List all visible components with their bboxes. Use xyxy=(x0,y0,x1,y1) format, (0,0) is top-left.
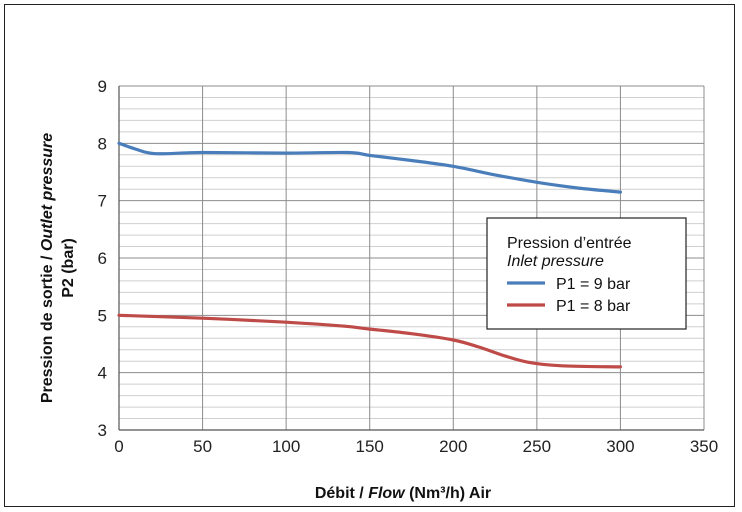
legend-label-2: P1 = 8 bar xyxy=(556,298,631,315)
legend-entries: P1 = 9 bar P1 = 8 bar xyxy=(507,276,631,315)
legend-box xyxy=(486,217,687,330)
legend: Pression d’entrée Inlet pressure P1 = 9 … xyxy=(486,217,687,330)
legend-subtitle: Inlet pressure xyxy=(507,253,604,270)
y-axis-title-line1: Pression de sortie / Outlet pressure xyxy=(39,133,56,403)
y-tick-label: 9 xyxy=(98,77,107,96)
x-tick-labels: 0 50 100 150 200 250 300 350 xyxy=(114,437,718,456)
x-tick-label: 0 xyxy=(114,437,123,456)
y-tick-labels: 3 4 5 6 7 8 9 xyxy=(98,77,107,440)
y-tick-label: 7 xyxy=(98,192,107,211)
grid xyxy=(118,85,705,431)
legend-title: Pression d’entrée xyxy=(507,235,632,252)
x-tick-label: 350 xyxy=(690,437,718,456)
series-layer xyxy=(117,141,622,369)
series-line-2 xyxy=(117,313,622,369)
legend-label-1: P1 = 9 bar xyxy=(556,276,631,293)
x-tick-label: 300 xyxy=(606,437,634,456)
y-tick-label: 8 xyxy=(98,134,107,153)
series-line-1 xyxy=(117,141,622,194)
y-tick-label: 5 xyxy=(98,306,107,325)
x-tick-label: 50 xyxy=(193,437,212,456)
y-tick-label: 3 xyxy=(98,421,107,440)
x-tick-label: 250 xyxy=(523,437,551,456)
y-tick-label: 4 xyxy=(98,364,107,383)
y-axis-title-line2: P2 (bar) xyxy=(60,238,77,298)
x-axis-title: Débit / Flow (Nm³/h) Air xyxy=(315,485,491,502)
x-tick-label: 150 xyxy=(356,437,384,456)
y-axis-title: Pression de sortie / Outlet pressure P2 … xyxy=(39,133,77,403)
x-tick-label: 200 xyxy=(439,437,467,456)
x-tick-label: 100 xyxy=(272,437,300,456)
y-tick-label: 6 xyxy=(98,249,107,268)
